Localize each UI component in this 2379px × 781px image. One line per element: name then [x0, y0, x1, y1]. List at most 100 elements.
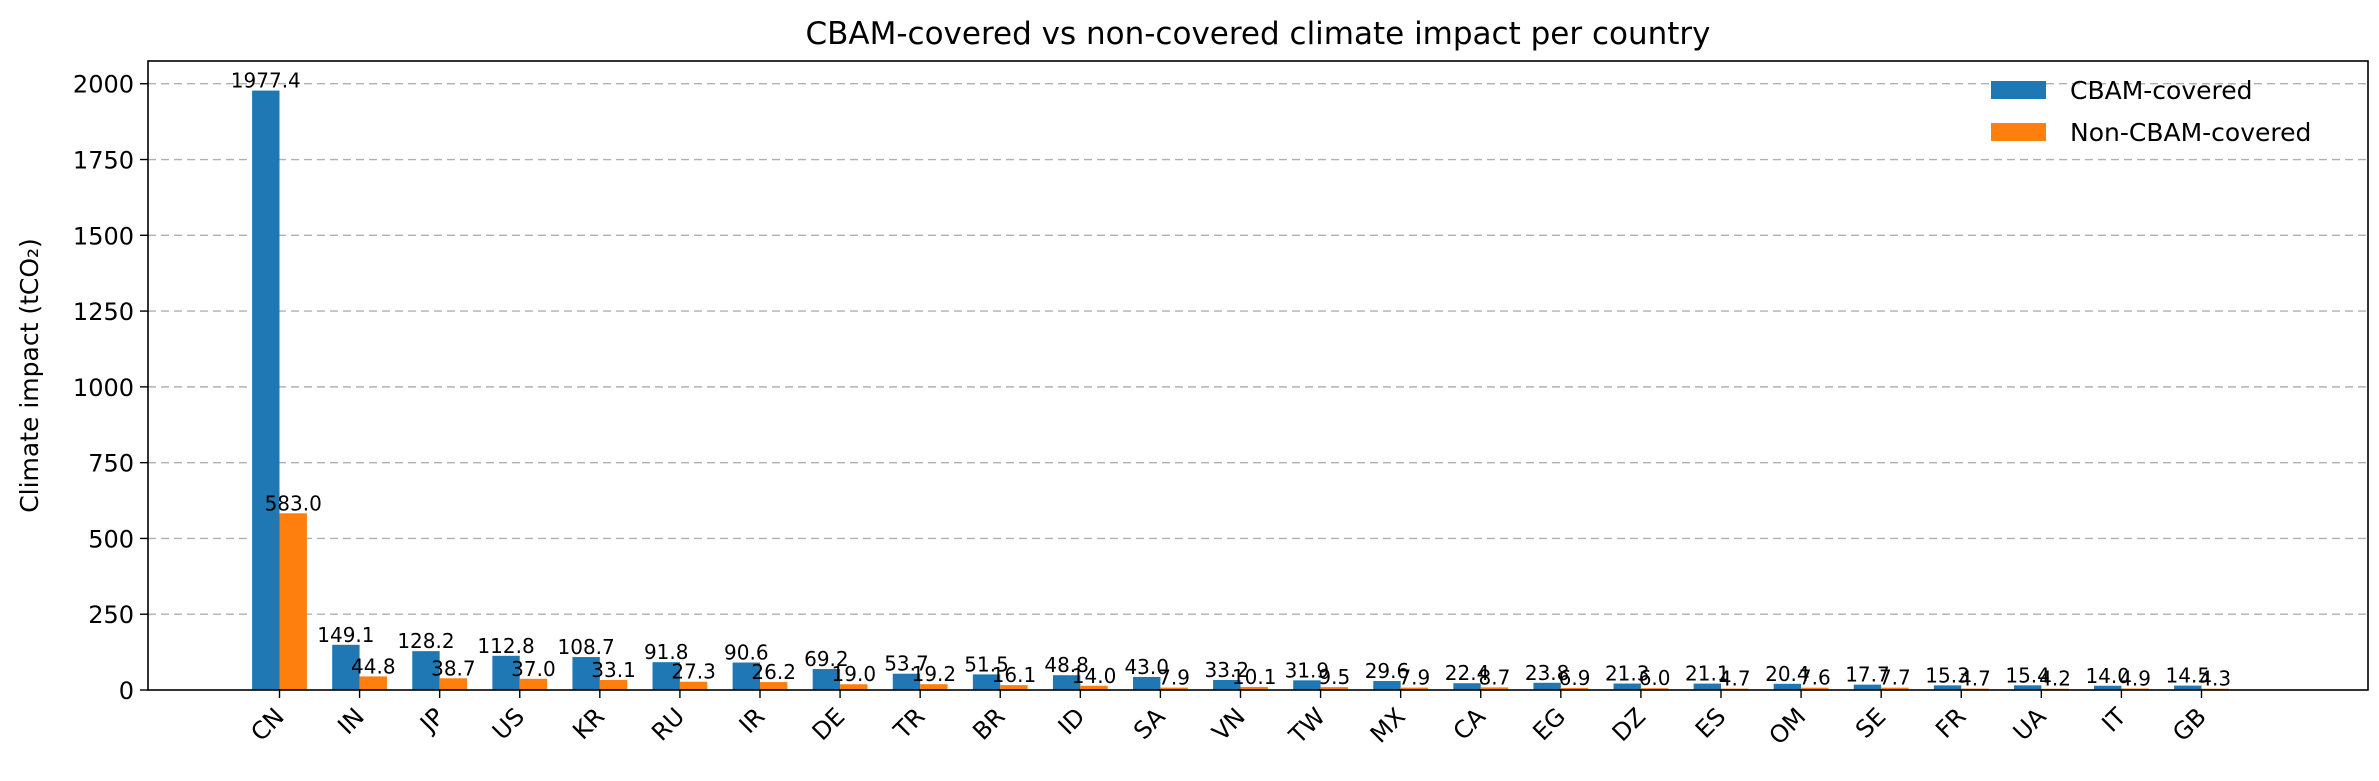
- bar-value-label: 128.2: [397, 629, 454, 653]
- bar-value-label: 51.5: [964, 652, 1009, 676]
- bar-cbam-covered-SE: [1853, 684, 1882, 690]
- bar-value-label: 22.4: [1445, 661, 1490, 685]
- bar-cbam-covered-MX: [1373, 681, 1401, 690]
- bar-non-cbam-covered-CN: [279, 513, 307, 690]
- y-tick-label: 1750: [73, 147, 134, 175]
- grid-lines: [148, 83, 2368, 615]
- bar-cbam-covered-IR: [732, 662, 760, 690]
- bar-value-label: 20.4: [1765, 662, 1810, 686]
- bar-value-label: 10.1: [1232, 665, 1277, 689]
- bar-non-cbam-covered-IN: [359, 676, 387, 690]
- y-tick-label: 1500: [73, 222, 134, 250]
- bar-value-label: 31.9: [1285, 658, 1330, 682]
- bar-non-cbam-covered-ID: [1080, 685, 1108, 690]
- bar-cbam-covered-KR: [572, 657, 600, 690]
- bar-non-cbam-covered-US: [519, 678, 548, 690]
- bar-value-label: 14.0: [1072, 664, 1117, 688]
- y-tick-label: 1250: [73, 298, 134, 326]
- x-tick-label: GB: [2167, 702, 2212, 747]
- bar-cbam-covered-TR: [892, 673, 921, 690]
- bar-cbam-covered-DZ: [1613, 683, 1641, 690]
- bar-value-label: 16.1: [992, 663, 1037, 687]
- bar-value-label: 53.7: [884, 652, 929, 676]
- bar-non-cbam-covered-TR: [920, 684, 948, 690]
- y-tick-label: 0: [119, 677, 134, 705]
- bar-cbam-covered-TW: [1293, 680, 1321, 690]
- bar-value-label: 4.3: [2199, 667, 2231, 691]
- bar-value-label: 14.5: [2166, 664, 2211, 688]
- x-tick-label: KR: [567, 702, 610, 745]
- x-tick-label: FR: [1930, 702, 1971, 743]
- bar-value-label: 4.7: [1719, 667, 1751, 691]
- bar-value-label: 48.8: [1044, 653, 1089, 677]
- bar-value-label: 1977.4: [231, 69, 301, 93]
- bar-value-label: 8.7: [1479, 665, 1511, 689]
- bar-value-label: 7.9: [1158, 666, 1190, 690]
- x-tick-label: VN: [1207, 702, 1251, 746]
- bar-cbam-covered-ES: [1693, 683, 1721, 690]
- bar-cbam-covered-IT: [2094, 685, 2122, 690]
- x-tick-label: CA: [1448, 702, 1492, 746]
- bar-cbam-covered-GB: [2174, 685, 2202, 690]
- bar-value-label: 9.5: [1318, 665, 1350, 689]
- bar-non-cbam-covered-DE: [840, 684, 868, 690]
- bar-non-cbam-covered-MX: [1400, 687, 1429, 690]
- y-axis: 0 250 500 750 1000 1250 1500 1750 2000: [73, 71, 148, 705]
- bar-non-cbam-covered-VN: [1240, 686, 1268, 690]
- x-tick-label: ES: [1690, 702, 1731, 743]
- bar-non-cbam-covered-CA: [1480, 687, 1509, 690]
- bar-cbam-covered-US: [492, 655, 520, 690]
- bar-value-label: 108.7: [558, 635, 615, 659]
- bar-value-label: 4.9: [2119, 667, 2151, 691]
- legend-swatch-cbam-covered: [1991, 81, 2046, 99]
- x-tick-label: IN: [332, 702, 369, 739]
- bar-value-label: 7.6: [1799, 666, 1831, 690]
- x-tick-label: RU: [646, 702, 690, 746]
- bar-value-label: 4.2: [2039, 667, 2071, 691]
- bar-cbam-covered-IN: [332, 644, 360, 690]
- y-tick-label: 500: [88, 525, 134, 553]
- bar-value-label: 43.0: [1124, 655, 1169, 679]
- bar-value-label: 112.8: [477, 634, 534, 658]
- legend: CBAM-covered Non-CBAM-covered: [1991, 76, 2311, 147]
- bar-value-label: 15.4: [2005, 663, 2050, 687]
- bar-cbam-covered-EG: [1533, 682, 1561, 690]
- bar-value-label: 4.7: [1959, 667, 1991, 691]
- bar-value-label: 44.8: [351, 654, 396, 678]
- bar-value-label: 91.8: [644, 640, 689, 664]
- bar-value-label: 37.0: [511, 657, 556, 681]
- bar-value-label: 33.2: [1205, 658, 1250, 682]
- bar-cbam-covered-BR: [972, 674, 1001, 690]
- plot-area-frame: [147, 60, 2369, 691]
- x-tick-label: UA: [2008, 702, 2052, 746]
- bar-non-cbam-covered-SA: [1160, 687, 1188, 690]
- x-tick-label: IT: [2096, 702, 2131, 737]
- x-tick-label: SA: [1128, 702, 1171, 745]
- bar-cbam-covered-OM: [1773, 683, 1802, 690]
- bar-cbam-covered-JP: [412, 651, 440, 690]
- bar-cbam-covered-SA: [1133, 676, 1161, 690]
- bar-value-label: 583.0: [265, 491, 322, 515]
- bar-non-cbam-covered-TW: [1320, 687, 1348, 690]
- bar-non-cbam-covered-KR: [599, 679, 628, 690]
- y-tick-label: 2000: [73, 71, 134, 99]
- y-axis-label: Climate impact (tCO₂): [15, 238, 44, 513]
- y-tick-label: 750: [88, 450, 134, 478]
- bar-cbam-covered-DE: [812, 669, 841, 690]
- bar-value-label: 21.3: [1605, 662, 1650, 686]
- bar-value-label: 33.1: [591, 658, 636, 682]
- bar-value-label: 29.6: [1365, 659, 1410, 683]
- bar-value-label: 14.0: [2085, 664, 2130, 688]
- x-tick-label: BR: [967, 702, 1010, 745]
- bar-value-label: 27.3: [671, 660, 716, 684]
- bar-cbam-covered-CA: [1453, 683, 1481, 690]
- bar-value-label: 6.0: [1639, 666, 1671, 690]
- bar-value-label: 90.6: [724, 641, 769, 665]
- bar-non-cbam-covered-DZ: [1640, 688, 1669, 690]
- bar-non-cbam-covered-OM: [1801, 687, 1829, 690]
- legend-label-cbam-covered: CBAM-covered: [2070, 76, 2253, 105]
- chart-title: CBAM-covered vs non-covered climate impa…: [805, 16, 1710, 52]
- bars: [252, 90, 2229, 690]
- bar-non-cbam-covered-BR: [1000, 685, 1028, 690]
